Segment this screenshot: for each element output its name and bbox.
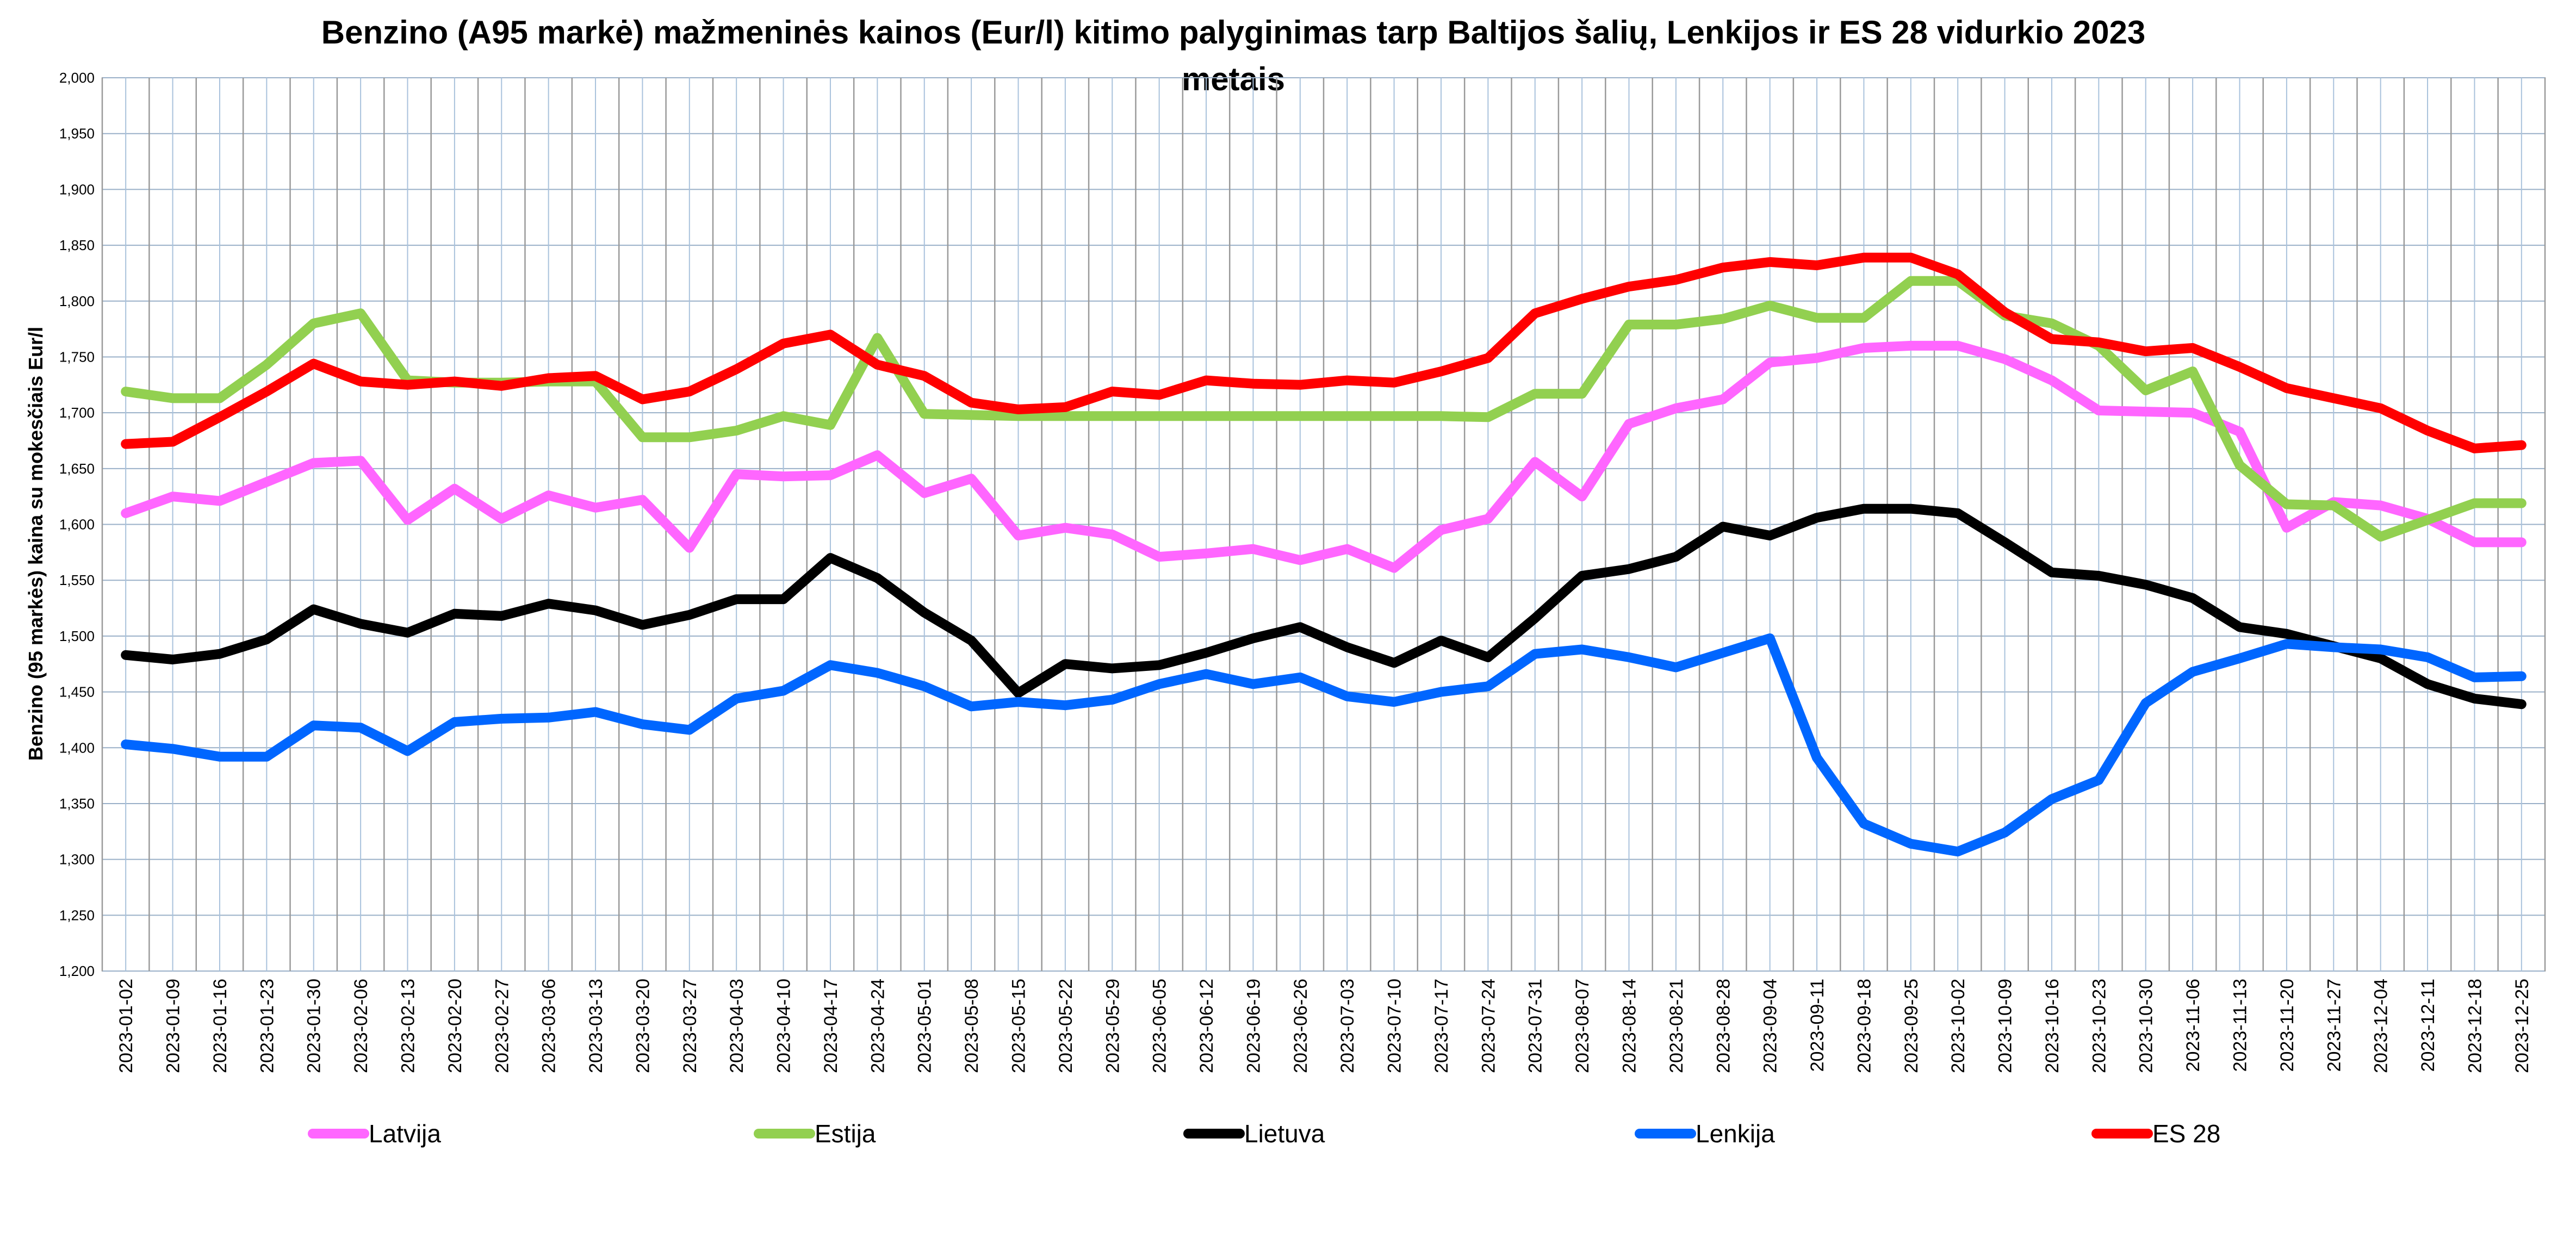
- x-tick-label: 2023-03-20: [632, 979, 653, 1073]
- y-tick-label: 1,350: [59, 795, 95, 812]
- y-tick-label: 1,500: [59, 628, 95, 644]
- y-tick-label: 1,200: [59, 963, 95, 979]
- x-tick-label: 2023-10-09: [1995, 979, 2016, 1073]
- chart-title-line-2: metais: [1182, 61, 1285, 97]
- x-tick-label: 2023-04-03: [727, 979, 747, 1073]
- x-tick-label: 2023-04-17: [821, 979, 841, 1073]
- x-tick-label: 2023-05-08: [961, 979, 982, 1073]
- x-tick-label: 2023-10-23: [2089, 979, 2109, 1073]
- y-axis-label: Benzino (95 markės) kaina su mokesčiais …: [24, 327, 47, 761]
- legend-label-latvija: Latvija: [369, 1119, 441, 1148]
- chart-title-line-1: Benzino (A95 markė) mažmeninės kainos (E…: [321, 14, 2145, 51]
- x-tick-label: 2023-10-02: [1948, 979, 1969, 1073]
- x-tick-label: 2023-05-29: [1102, 979, 1123, 1073]
- x-tick-label: 2023-09-04: [1760, 979, 1781, 1073]
- x-tick-label: 2023-03-13: [586, 979, 606, 1073]
- x-tick-label: 2023-07-24: [1478, 979, 1499, 1073]
- x-tick-label: 2023-11-20: [2277, 979, 2298, 1072]
- y-tick-label: 1,450: [59, 684, 95, 700]
- x-tick-label: 2023-09-18: [1854, 979, 1874, 1073]
- series-line-lenkija: [121, 633, 2527, 857]
- y-tick-label: 1,250: [59, 907, 95, 923]
- x-tick-label: 2023-06-12: [1196, 979, 1217, 1073]
- x-tick-label: 2023-02-27: [492, 979, 512, 1073]
- y-tick-label: 1,900: [59, 181, 95, 197]
- x-tick-label: 2023-09-25: [1901, 979, 1922, 1073]
- x-tick-label: 2023-01-30: [304, 979, 325, 1073]
- y-tick-label: 1,400: [59, 739, 95, 756]
- x-tick-label: 2023-08-14: [1619, 979, 1640, 1073]
- x-tick-label: 2023-05-01: [915, 979, 935, 1073]
- x-tick-label: 2023-05-15: [1009, 979, 1029, 1073]
- y-tick-label: 1,300: [59, 851, 95, 868]
- series-line-lietuva: [121, 503, 2527, 710]
- y-tick-label: 1,700: [59, 405, 95, 421]
- x-tick-label: 2023-07-10: [1385, 979, 1405, 1073]
- x-tick-label: 2023-01-16: [210, 979, 231, 1073]
- y-tick-label: 1,950: [59, 126, 95, 142]
- x-tick-label: 2023-11-13: [2230, 979, 2251, 1072]
- x-tick-label: 2023-07-03: [1337, 979, 1358, 1073]
- x-tick-label: 2023-06-05: [1150, 979, 1170, 1073]
- x-tick-label: 2023-08-21: [1666, 979, 1687, 1073]
- x-tick-label: 2023-07-17: [1431, 979, 1452, 1073]
- y-tick-label: 1,550: [59, 572, 95, 588]
- legend-label-es-28: ES 28: [2152, 1119, 2220, 1148]
- x-tick-label: 2023-03-27: [680, 979, 700, 1073]
- x-tick-label: 2023-12-18: [2465, 979, 2485, 1073]
- x-tick-label: 2023-03-06: [539, 979, 560, 1073]
- series-lines: [121, 252, 2527, 857]
- x-tick-label: 2023-10-30: [2136, 979, 2157, 1073]
- x-tick-label: 2023-10-16: [2042, 979, 2063, 1073]
- x-tick-label: 2023-01-23: [257, 979, 277, 1073]
- x-tick-label: 2023-06-19: [1243, 979, 1264, 1073]
- x-tick-label: 2023-05-22: [1056, 979, 1076, 1073]
- y-tick-label: 1,800: [59, 293, 95, 309]
- x-tick-label: 2023-04-24: [867, 979, 888, 1073]
- x-tick-label: 2023-01-09: [163, 979, 184, 1073]
- y-tick-label: 2,000: [59, 70, 95, 86]
- x-tick-label: 2023-12-25: [2512, 979, 2532, 1073]
- x-tick-label: 2023-12-04: [2371, 979, 2392, 1073]
- series-line-es-28: [121, 252, 2527, 453]
- x-tick-label: 2023-11-27: [2324, 979, 2344, 1072]
- x-tick-label: 2023-04-10: [774, 979, 794, 1073]
- legend-label-lenkija: Lenkija: [1696, 1119, 1775, 1148]
- series-line-latvija: [121, 340, 2527, 573]
- x-tick-label: 2023-12-11: [2418, 979, 2438, 1072]
- x-tick-label: 2023-02-20: [445, 979, 465, 1073]
- grid: [101, 77, 2546, 972]
- x-tick-label: 2023-09-11: [1807, 979, 1828, 1072]
- x-tick-label: 2023-11-06: [2183, 979, 2203, 1072]
- y-tick-label: 1,600: [59, 517, 95, 533]
- y-tick-label: 1,750: [59, 349, 95, 365]
- y-tick-label: 1,850: [59, 237, 95, 253]
- x-tick-label: 2023-08-28: [1713, 979, 1734, 1073]
- y-axis-ticks: 1,200 1,250 1,300 1,350 1,400 1,450 1,500 1,550…: [59, 70, 95, 979]
- y-tick-label: 1,650: [59, 461, 95, 477]
- legend-label-lietuva: Lietuva: [1244, 1119, 1325, 1148]
- legend: Latvija Estija Lietuva Lenkija ES 28: [308, 1119, 2220, 1148]
- x-tick-label: 2023-02-13: [398, 979, 419, 1073]
- x-tick-label: 2023-01-02: [116, 979, 136, 1073]
- x-tick-label: 2023-06-26: [1290, 979, 1311, 1073]
- legend-label-estija: Estija: [815, 1119, 876, 1148]
- x-tick-label: 2023-02-06: [351, 979, 371, 1073]
- x-tick-label: 2023-07-31: [1525, 979, 1546, 1073]
- x-tick-label: 2023-08-07: [1572, 979, 1593, 1073]
- x-axis-ticks: 2023-01-02 2023-01-09 2023-01-16 2023-01-23…: [116, 979, 2532, 1073]
